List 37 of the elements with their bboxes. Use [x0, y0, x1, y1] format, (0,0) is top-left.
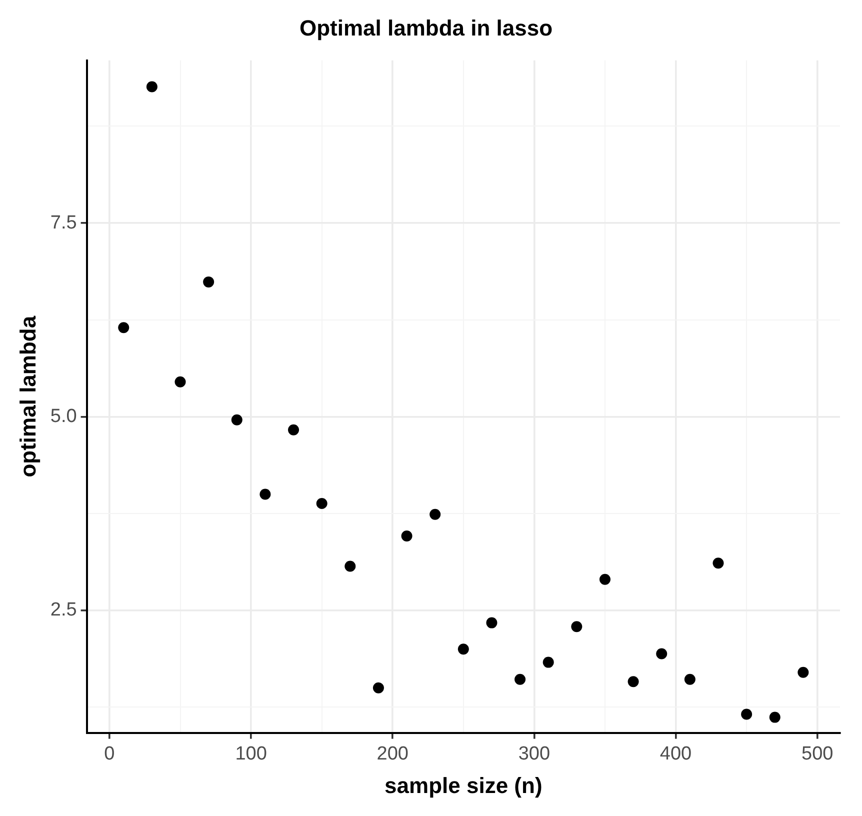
point [372, 682, 384, 694]
x-tick-label: 500 [801, 743, 834, 764]
x-tick-label: 100 [235, 743, 267, 764]
point [628, 676, 639, 688]
point [260, 488, 271, 500]
point [798, 666, 809, 678]
x-axis-title: sample size (n) [384, 772, 542, 798]
point [656, 648, 668, 660]
x-tick-label: 300 [518, 743, 550, 764]
point [741, 708, 752, 720]
point [712, 558, 724, 569]
y-tick-label: 5.0 [50, 406, 77, 427]
point [288, 424, 300, 436]
point [571, 621, 582, 632]
point [174, 376, 186, 388]
point [684, 674, 696, 685]
point [486, 617, 498, 628]
point [146, 81, 158, 92]
point [231, 414, 242, 426]
point [316, 498, 328, 510]
x-tick-label: 0 [104, 743, 115, 764]
point [769, 712, 780, 723]
y-tick-label: 2.5 [50, 600, 77, 621]
point [118, 322, 130, 334]
point [344, 560, 356, 572]
point [514, 674, 526, 685]
chart-title: Optimal lambda in lasso [299, 15, 553, 40]
point [599, 574, 610, 585]
y-axis-title: optimal lambda [15, 315, 40, 478]
x-tick-label: 200 [376, 743, 408, 764]
point [458, 644, 469, 655]
point [542, 656, 554, 668]
y-tick-label: 7.5 [50, 212, 77, 234]
point [203, 276, 214, 288]
point [430, 508, 441, 520]
x-tick-label: 400 [660, 743, 692, 764]
point [401, 530, 412, 542]
